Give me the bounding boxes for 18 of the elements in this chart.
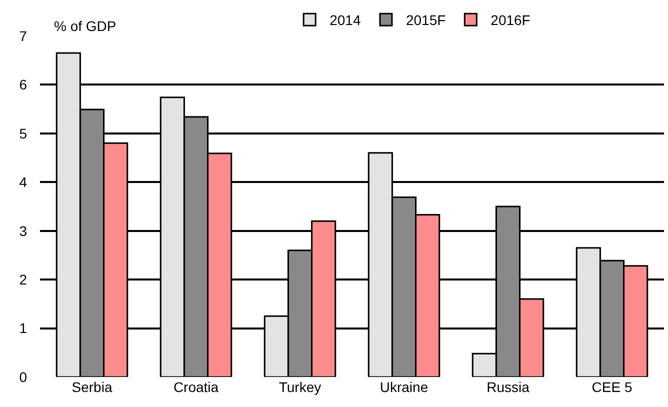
x-tick-label: CEE 5 [592, 379, 632, 395]
legend-label: 2014 [330, 12, 361, 28]
x-tick-label: Turkey [278, 379, 322, 395]
x-tick-label: Ukraine [380, 379, 428, 395]
x-tick-label: Russia [486, 379, 530, 395]
y-tick-label: 7 [19, 28, 28, 44]
legend-label: 2016F [490, 12, 530, 28]
x-tick-label: Croatia [173, 379, 219, 395]
y-tick-label: 6 [19, 76, 28, 93]
y-tick-label: 0 [19, 368, 28, 385]
y-tick-label: 5 [19, 125, 28, 142]
legend-label: 2015F [406, 12, 446, 28]
y-tick-label: 1 [19, 320, 28, 336]
y-tick-label: 4 [19, 174, 28, 190]
y-tick-label: 2 [19, 271, 28, 288]
y-tick-label: 3 [19, 222, 28, 239]
x-tick-label: Serbia [72, 379, 112, 395]
y-axis-title: % of GDP [54, 18, 116, 34]
